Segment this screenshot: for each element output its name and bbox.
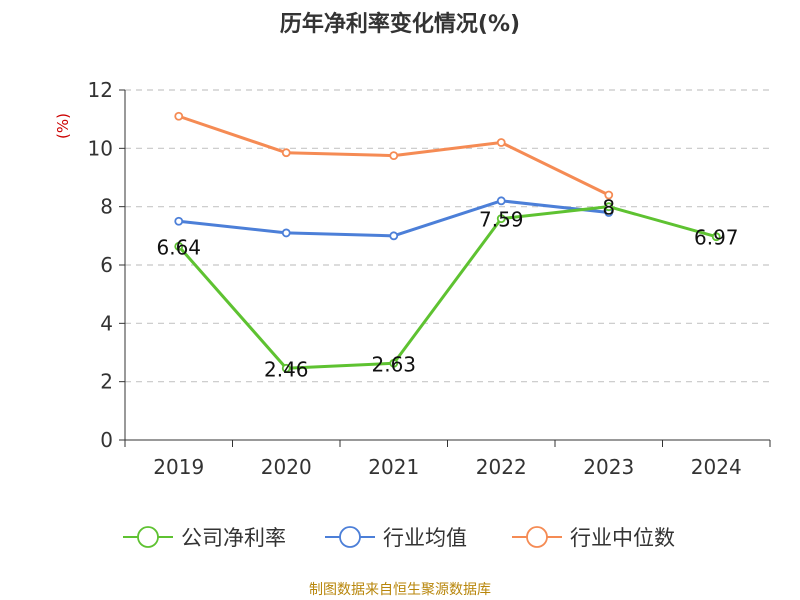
legend-marker bbox=[526, 526, 548, 548]
y-tick-label: 8 bbox=[100, 195, 113, 219]
series-line bbox=[177, 205, 717, 370]
data-point bbox=[389, 231, 399, 241]
axes: 0 2 4 6 8 10 12 2019 2020 2021 2022 2023 2024 (%) bbox=[54, 78, 771, 479]
data-point bbox=[604, 190, 614, 200]
x-tick-label: 2024 bbox=[691, 455, 742, 479]
data-point bbox=[281, 363, 291, 373]
data-label: 2.46 bbox=[264, 357, 309, 381]
data-label: 7.59 bbox=[479, 208, 524, 232]
data-point bbox=[711, 232, 721, 242]
y-tick-label: 0 bbox=[100, 428, 113, 452]
legend-item[interactable]: 行业中位数 bbox=[512, 526, 675, 550]
data-labels: 6.64 2.46 2.63 7.59 8 6.97 bbox=[156, 196, 738, 382]
y-tick-label: 12 bbox=[88, 78, 113, 102]
legend[interactable]: 公司净利率 行业均值 行业中位数 bbox=[123, 526, 675, 550]
series-lines bbox=[174, 111, 721, 373]
x-tick-label: 2021 bbox=[368, 455, 419, 479]
legend-label: 行业中位数 bbox=[570, 526, 675, 550]
y-tick-label: 6 bbox=[100, 253, 113, 277]
x-tick-label: 2019 bbox=[153, 455, 204, 479]
x-tick-label: 2020 bbox=[261, 455, 312, 479]
data-label: 8 bbox=[602, 196, 615, 220]
data-label: 2.63 bbox=[371, 352, 416, 376]
data-point bbox=[281, 228, 291, 238]
data-point bbox=[174, 111, 184, 121]
chart-title: 历年净利率变化情况(%) bbox=[279, 12, 521, 37]
legend-marker bbox=[339, 526, 361, 548]
gridlines bbox=[125, 89, 770, 383]
x-tick-label: 2023 bbox=[583, 455, 634, 479]
legend-label: 行业均值 bbox=[383, 526, 467, 550]
y-axis-unit: (%) bbox=[54, 113, 72, 139]
source-note: 制图数据来自恒生聚源数据库 bbox=[309, 582, 491, 598]
data-point bbox=[604, 202, 614, 212]
data-label: 6.64 bbox=[156, 235, 201, 259]
data-point bbox=[174, 216, 184, 226]
legend-item[interactable]: 行业均值 bbox=[325, 526, 467, 550]
y-tick-label: 2 bbox=[100, 370, 113, 394]
legend-item[interactable]: 公司净利率 bbox=[123, 526, 286, 550]
data-point bbox=[389, 358, 399, 368]
data-point bbox=[496, 214, 506, 224]
y-tick-label: 4 bbox=[100, 311, 113, 335]
x-tick-label: 2022 bbox=[476, 455, 527, 479]
y-tick-label: 10 bbox=[88, 136, 113, 160]
legend-label: 公司净利率 bbox=[181, 526, 286, 550]
data-label: 6.97 bbox=[694, 226, 739, 250]
data-point bbox=[389, 151, 399, 161]
data-point bbox=[496, 138, 506, 147]
data-point bbox=[496, 196, 506, 206]
data-point bbox=[281, 148, 291, 158]
data-point bbox=[174, 241, 184, 251]
legend-marker bbox=[137, 526, 159, 548]
